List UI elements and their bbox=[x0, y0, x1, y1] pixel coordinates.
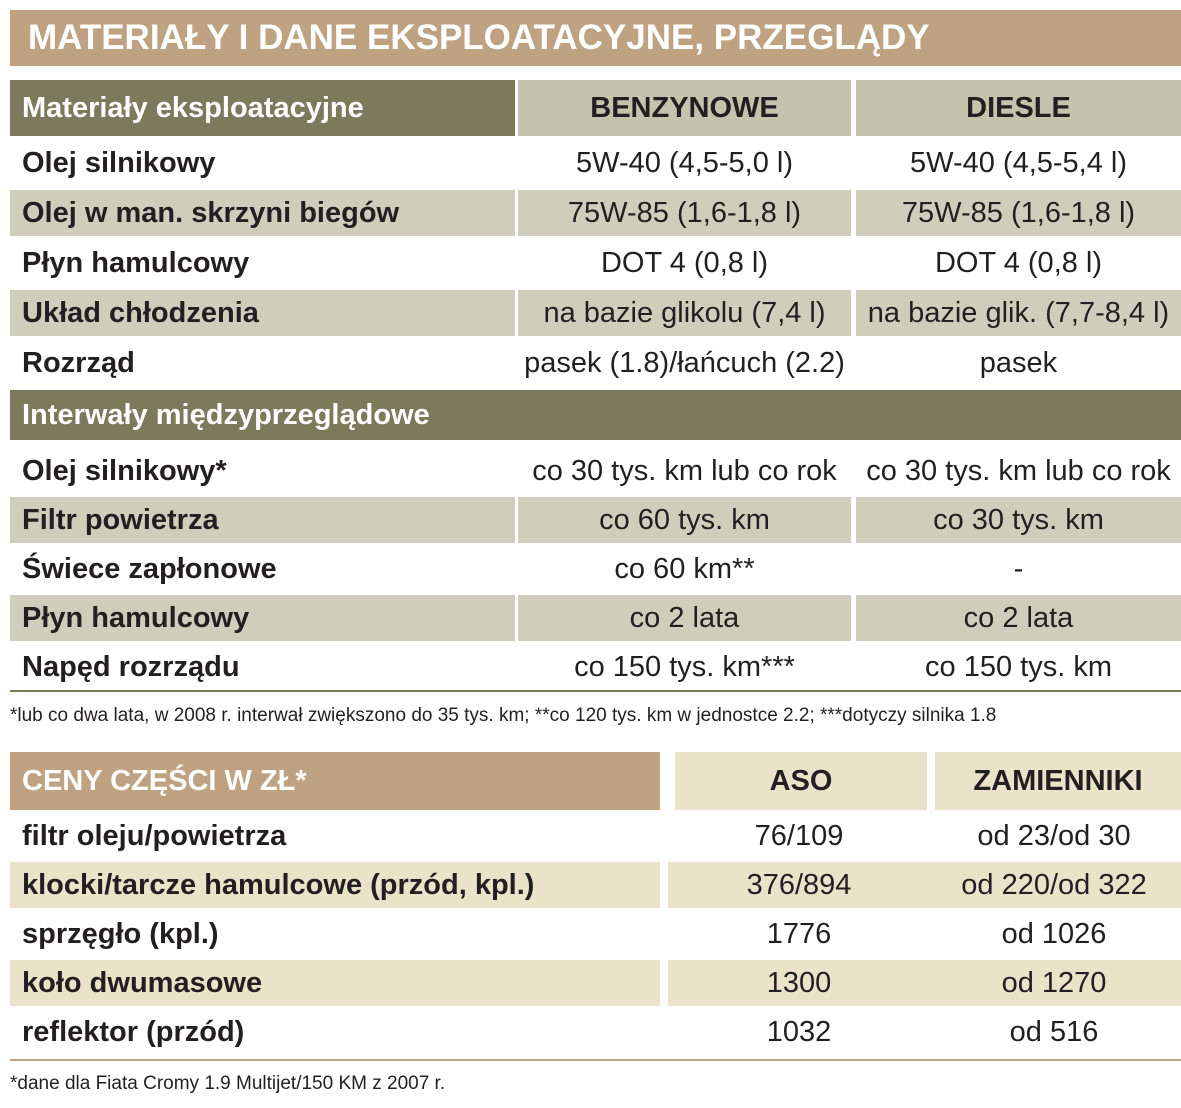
diesel-value: co 30 tys. km lub co rok bbox=[866, 455, 1171, 487]
diesel-value: DOT 4 (0,8 l) bbox=[934, 247, 1103, 279]
header-label: CENY CZĘŚCI W ZŁ* bbox=[10, 752, 660, 810]
replacement-price: od 1270 bbox=[927, 960, 1181, 1006]
header-petrol: BENZYNOWE bbox=[518, 80, 851, 136]
row-label: reflektor (przód) bbox=[22, 1016, 245, 1048]
aso-price: 1300 bbox=[668, 960, 930, 1006]
row-label: sprzęgło (kpl.) bbox=[22, 918, 219, 950]
footnote: *lub co dwa lata, w 2008 r. interwał zwi… bbox=[10, 705, 997, 726]
petrol-value: co 2 lata bbox=[518, 595, 851, 641]
replacement-price: od 1026 bbox=[1001, 918, 1107, 950]
petrol-value: co 150 tys. km*** bbox=[574, 651, 795, 683]
petrol-value: 5W-40 (4,5-5,0 l) bbox=[575, 147, 794, 179]
petrol-value: co 60 tys. km bbox=[518, 497, 851, 543]
diesel-value: - bbox=[1013, 553, 1024, 585]
table-row: Filtr powietrza co 60 tys. km co 30 tys.… bbox=[10, 497, 1181, 543]
table-row: Olej w man. skrzyni biegów 75W-85 (1,6-1… bbox=[10, 190, 1181, 236]
petrol-value: DOT 4 (0,8 l) bbox=[600, 247, 769, 279]
row-label: Olej w man. skrzyni biegów bbox=[10, 190, 515, 236]
row-label: Olej silnikowy bbox=[22, 147, 216, 179]
header-replacements: ZAMIENNIKI bbox=[935, 752, 1181, 810]
table-row: Świece zapłonowe co 60 km** - bbox=[10, 546, 1181, 592]
row-label: Układ chłodzenia bbox=[10, 290, 515, 336]
diesel-value: co 2 lata bbox=[856, 595, 1181, 641]
row-label: Rozrząd bbox=[22, 347, 135, 379]
table-row: Układ chłodzenia na bazie glikolu (7,4 l… bbox=[10, 290, 1181, 336]
table-header: CENY CZĘŚCI W ZŁ* ASO ZAMIENNIKI bbox=[10, 752, 1181, 810]
petrol-value: co 30 tys. km lub co rok bbox=[532, 455, 837, 487]
aso-price: 1776 bbox=[766, 918, 832, 950]
diesel-value: co 150 tys. km bbox=[925, 651, 1112, 683]
replacement-price: od 220/od 322 bbox=[927, 862, 1181, 908]
diesel-value: pasek bbox=[979, 347, 1058, 379]
aso-price: 376/894 bbox=[668, 862, 930, 908]
row-label: Świece zapłonowe bbox=[22, 553, 277, 585]
table-row: filtr oleju/powietrza 76/109 od 23/od 30 bbox=[10, 813, 1181, 859]
table-row: Rozrząd pasek (1.8)/łańcuch (2.2) pasek bbox=[10, 340, 1181, 386]
table-row: Płyn hamulcowy co 2 lata co 2 lata bbox=[10, 595, 1181, 641]
table-row: reflektor (przód) 1032 od 516 bbox=[10, 1009, 1181, 1055]
divider bbox=[10, 1059, 1181, 1061]
title-banner: MATERIAŁY I DANE EKSPLOATACYJNE, PRZEGLĄ… bbox=[10, 10, 1181, 66]
petrol-value: 75W-85 (1,6-1,8 l) bbox=[518, 190, 851, 236]
header-aso: ASO bbox=[675, 752, 927, 810]
replacement-price: od 23/od 30 bbox=[977, 820, 1131, 852]
row-label: koło dwumasowe bbox=[10, 960, 660, 1006]
row-label: Olej silnikowy* bbox=[22, 455, 227, 487]
row-label: Płyn hamulcowy bbox=[22, 247, 250, 279]
table-header: Materiały eksploatacyjne BENZYNOWE DIESL… bbox=[10, 80, 1181, 136]
replacement-price: od 516 bbox=[1009, 1016, 1099, 1048]
petrol-value: pasek (1.8)/łańcuch (2.2) bbox=[524, 347, 845, 379]
table-row: Napęd rozrządu co 150 tys. km*** co 150 … bbox=[10, 644, 1181, 690]
aso-price: 1032 bbox=[766, 1016, 832, 1048]
section-header: Interwały międzyprzeglądowe bbox=[10, 390, 1181, 440]
table-row: Olej silnikowy 5W-40 (4,5-5,0 l) 5W-40 (… bbox=[10, 140, 1181, 186]
page-title: MATERIAŁY I DANE EKSPLOATACYJNE, PRZEGLĄ… bbox=[28, 18, 930, 57]
row-label: klocki/tarcze hamulcowe (przód, kpl.) bbox=[10, 862, 660, 908]
row-label: filtr oleju/powietrza bbox=[22, 820, 287, 852]
table-row: klocki/tarcze hamulcowe (przód, kpl.) 37… bbox=[10, 862, 1181, 908]
header-diesel: DIESLE bbox=[856, 80, 1181, 136]
section-label: Interwały międzyprzeglądowe bbox=[22, 399, 430, 431]
divider bbox=[10, 690, 1181, 692]
table-row: Płyn hamulcowy DOT 4 (0,8 l) DOT 4 (0,8 … bbox=[10, 240, 1181, 286]
footnote: *dane dla Fiata Cromy 1.9 Multijet/150 K… bbox=[10, 1073, 446, 1094]
row-label: Filtr powietrza bbox=[10, 497, 515, 543]
row-label: Płyn hamulcowy bbox=[10, 595, 515, 641]
header-label: Materiały eksploatacyjne bbox=[10, 80, 515, 136]
row-label: Napęd rozrządu bbox=[22, 651, 240, 683]
diesel-value: co 30 tys. km bbox=[856, 497, 1181, 543]
petrol-value: na bazie glikolu (7,4 l) bbox=[518, 290, 851, 336]
petrol-value: co 60 km** bbox=[614, 553, 755, 585]
diesel-value: 75W-85 (1,6-1,8 l) bbox=[856, 190, 1181, 236]
diesel-value: na bazie glik. (7,7-8,4 l) bbox=[856, 290, 1181, 336]
table-row: sprzęgło (kpl.) 1776 od 1026 bbox=[10, 911, 1181, 957]
diesel-value: 5W-40 (4,5-5,4 l) bbox=[909, 147, 1128, 179]
aso-price: 76/109 bbox=[754, 820, 844, 852]
table-row: koło dwumasowe 1300 od 1270 bbox=[10, 960, 1181, 1006]
table-row: Olej silnikowy* co 30 tys. km lub co rok… bbox=[10, 448, 1181, 494]
